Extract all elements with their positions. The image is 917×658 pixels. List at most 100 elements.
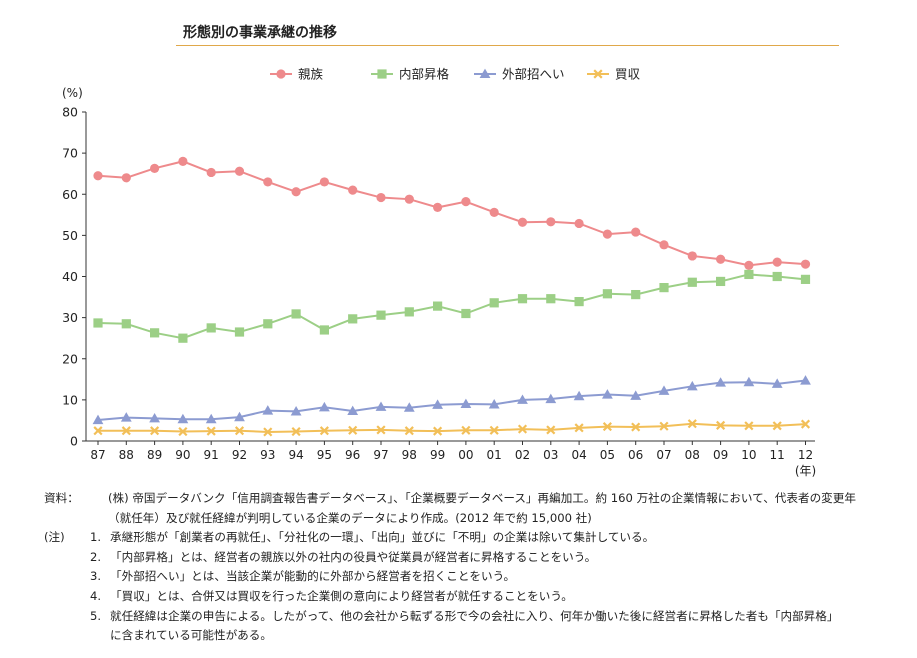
data-point <box>574 296 584 307</box>
data-point <box>234 426 245 436</box>
note-item: 5. 就任経緯は企業の申告による。したがって、他の会社から転ずる形で今の会社に入… <box>44 607 904 646</box>
data-point <box>403 402 415 412</box>
series-cross <box>93 419 811 437</box>
data-point <box>687 251 697 261</box>
data-point <box>433 202 443 213</box>
y-tick-label: 80 <box>62 105 78 120</box>
x-tick-label: 91 <box>204 448 219 462</box>
note-number: 3. <box>90 569 102 584</box>
source-note: 資料： (株) 帝国データバンク「信用調査報告書データベース」、「企業概要データ… <box>44 489 904 528</box>
y-tick-label: 20 <box>62 351 78 366</box>
data-point <box>489 207 499 217</box>
note-number: 2. <box>90 549 102 564</box>
data-point <box>659 421 669 431</box>
data-point <box>121 173 131 183</box>
note-text: 「買収」とは、合併又は買収を行った企業側の意向により経営者が就任することをいう。 <box>110 588 573 603</box>
data-point <box>376 425 386 435</box>
x-tick-label: 97 <box>373 448 388 462</box>
series-group <box>92 156 811 437</box>
y-tick-label: 30 <box>62 310 78 325</box>
data-point <box>291 187 301 197</box>
data-point <box>375 401 387 411</box>
legend-marker <box>593 69 603 79</box>
legend-label: 買収 <box>615 67 641 82</box>
data-point <box>263 319 273 329</box>
x-tick-label: 10 <box>741 448 756 462</box>
x-tick-label: 04 <box>571 448 586 462</box>
data-point <box>262 405 274 415</box>
data-point <box>659 240 669 250</box>
data-point <box>716 276 726 287</box>
data-point <box>517 394 528 404</box>
legend-entry: 内部昇格 <box>371 67 450 82</box>
x-tick-label: 07 <box>656 448 671 462</box>
x-tick-label: 06 <box>628 448 643 462</box>
data-point <box>489 425 499 435</box>
data-point <box>150 328 160 338</box>
x-axis-unit-label: (年) <box>795 464 816 478</box>
data-point <box>631 227 641 237</box>
data-point <box>800 375 811 385</box>
data-point <box>800 419 811 429</box>
data-point <box>716 420 726 430</box>
data-point <box>687 419 697 429</box>
data-point <box>206 167 216 178</box>
data-point <box>630 390 642 400</box>
x-tick-label: 90 <box>175 448 190 462</box>
data-point <box>771 378 783 388</box>
y-tick-label: 60 <box>62 187 78 202</box>
data-point <box>404 194 414 204</box>
data-point <box>517 217 528 227</box>
data-point <box>545 393 557 404</box>
data-point <box>433 426 443 436</box>
title-underline <box>176 45 839 46</box>
data-point <box>658 385 670 395</box>
note-item: 2. 「内部昇格」とは、経営者の親族以外の社内の役員や従業員が経営者に昇格するこ… <box>44 548 904 568</box>
legend-entry: 親族 <box>270 67 324 82</box>
note-number: 1. <box>90 530 102 545</box>
data-point <box>631 422 641 432</box>
data-point <box>120 412 132 422</box>
data-point <box>744 269 754 280</box>
data-point <box>376 192 386 203</box>
data-point <box>206 323 216 333</box>
x-tick-label: 96 <box>345 448 360 462</box>
legend-marker <box>479 68 491 79</box>
data-point <box>602 422 612 432</box>
series-triangle <box>92 375 811 425</box>
data-point <box>772 271 782 282</box>
data-point <box>178 333 188 343</box>
data-point <box>150 163 160 173</box>
data-point <box>205 413 217 424</box>
data-point <box>800 259 811 269</box>
y-tick-label: 50 <box>62 228 78 243</box>
note-text: 就任経緯は企業の申告による。したがって、他の会社から転ずる形で今の会社に入り、何… <box>110 608 839 643</box>
x-tick-label: 99 <box>430 448 445 462</box>
data-point <box>687 277 697 287</box>
data-point <box>573 390 585 401</box>
data-point <box>517 424 528 434</box>
data-point <box>319 401 330 412</box>
x-tick-label: 93 <box>260 448 275 462</box>
data-point <box>93 426 103 436</box>
note-text: 「内部昇格」とは、経営者の親族以外の社内の役員や従業員が経営者に昇格することをい… <box>110 549 597 564</box>
data-point <box>744 421 754 431</box>
data-point <box>234 166 245 176</box>
note-number: 5. <box>90 608 102 623</box>
data-point <box>347 405 359 416</box>
data-point <box>206 426 216 436</box>
data-point <box>461 197 471 207</box>
data-point <box>290 405 302 416</box>
data-point <box>149 412 160 423</box>
data-point <box>631 289 641 300</box>
legend-marker <box>276 69 286 79</box>
x-tick-label: 05 <box>600 448 615 462</box>
series-line <box>97 160 806 267</box>
y-tick-label: 10 <box>62 392 78 407</box>
data-point <box>659 283 669 293</box>
legend-entry: 買収 <box>587 67 641 82</box>
data-point <box>433 301 443 311</box>
legend-marker <box>377 69 387 79</box>
x-tick-label: 95 <box>317 448 332 462</box>
data-point <box>319 426 329 436</box>
